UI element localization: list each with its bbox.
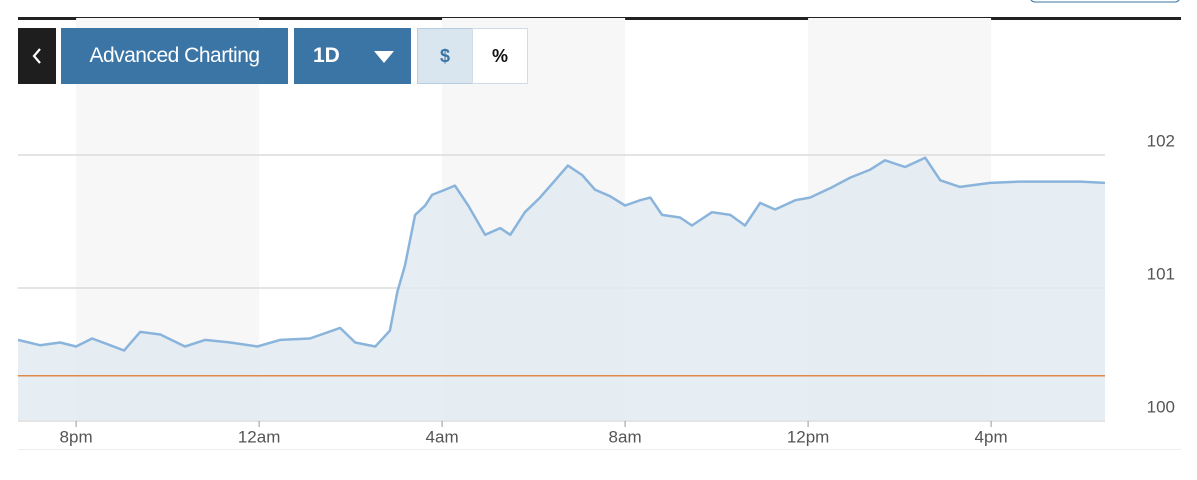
- top-button-edge: [1030, 0, 1180, 3]
- y-tick-label: 102: [1147, 131, 1175, 150]
- price-line: [17, 156, 1106, 352]
- percent-toggle[interactable]: %: [472, 28, 528, 84]
- x-tick-label: 8pm: [60, 427, 93, 446]
- period-label: 1D: [313, 44, 340, 67]
- y-tick-label: 100: [1147, 397, 1175, 416]
- area-fill: [18, 157, 1105, 421]
- back-button[interactable]: [18, 28, 56, 84]
- x-tick-label: 4pm: [975, 427, 1008, 446]
- dollar-toggle[interactable]: $: [417, 28, 473, 84]
- advanced-charting-button[interactable]: Advanced Charting: [61, 28, 288, 84]
- period-dropdown[interactable]: 1D: [294, 28, 411, 84]
- plot: 100 101 102 8pm 12am 4am 8am 12pm 4pm: [17, 18, 1175, 446]
- x-tick-label: 12am: [238, 427, 281, 446]
- x-tick-label: 12pm: [787, 427, 830, 446]
- chevron-icon: [32, 48, 41, 64]
- x-tick-label: 8am: [609, 427, 642, 446]
- dropdown-arrow: [374, 51, 394, 63]
- y-tick-label: 101: [1147, 264, 1175, 283]
- x-tick-label: 4am: [426, 427, 459, 446]
